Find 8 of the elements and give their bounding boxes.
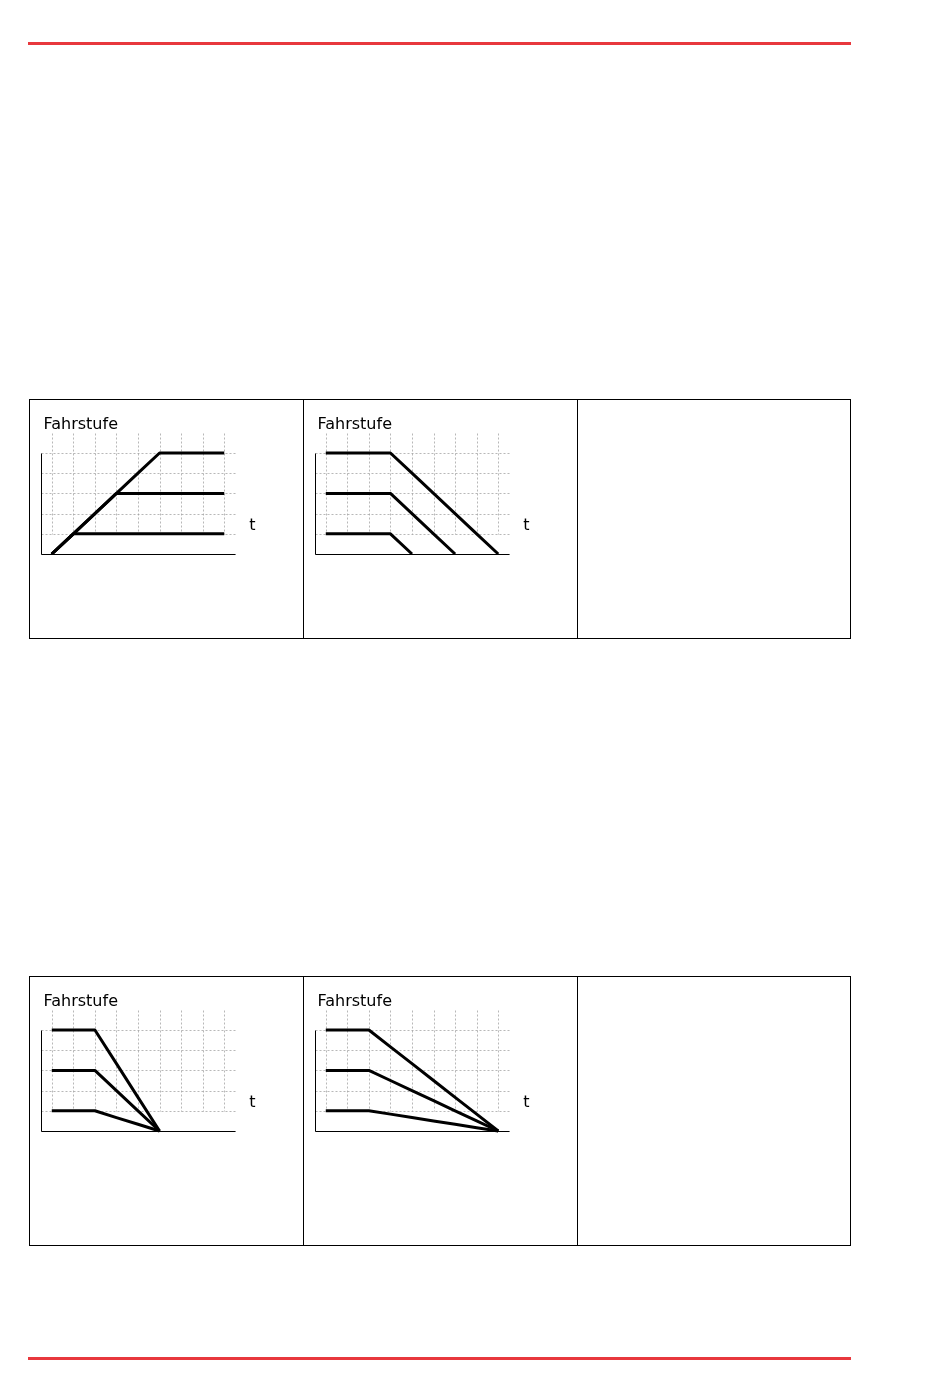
y-axis-title: Fahrstufe xyxy=(317,413,392,433)
y-axis-title: Fahrstufe xyxy=(43,990,118,1010)
y-axis-title: Fahrstufe xyxy=(317,990,392,1010)
x-axis-title: t xyxy=(249,1091,256,1111)
x-axis-title: t xyxy=(523,514,530,534)
x-axis-title: t xyxy=(523,1091,530,1111)
x-axis-title: t xyxy=(249,514,256,534)
y-axis-title: Fahrstufe xyxy=(43,413,118,433)
